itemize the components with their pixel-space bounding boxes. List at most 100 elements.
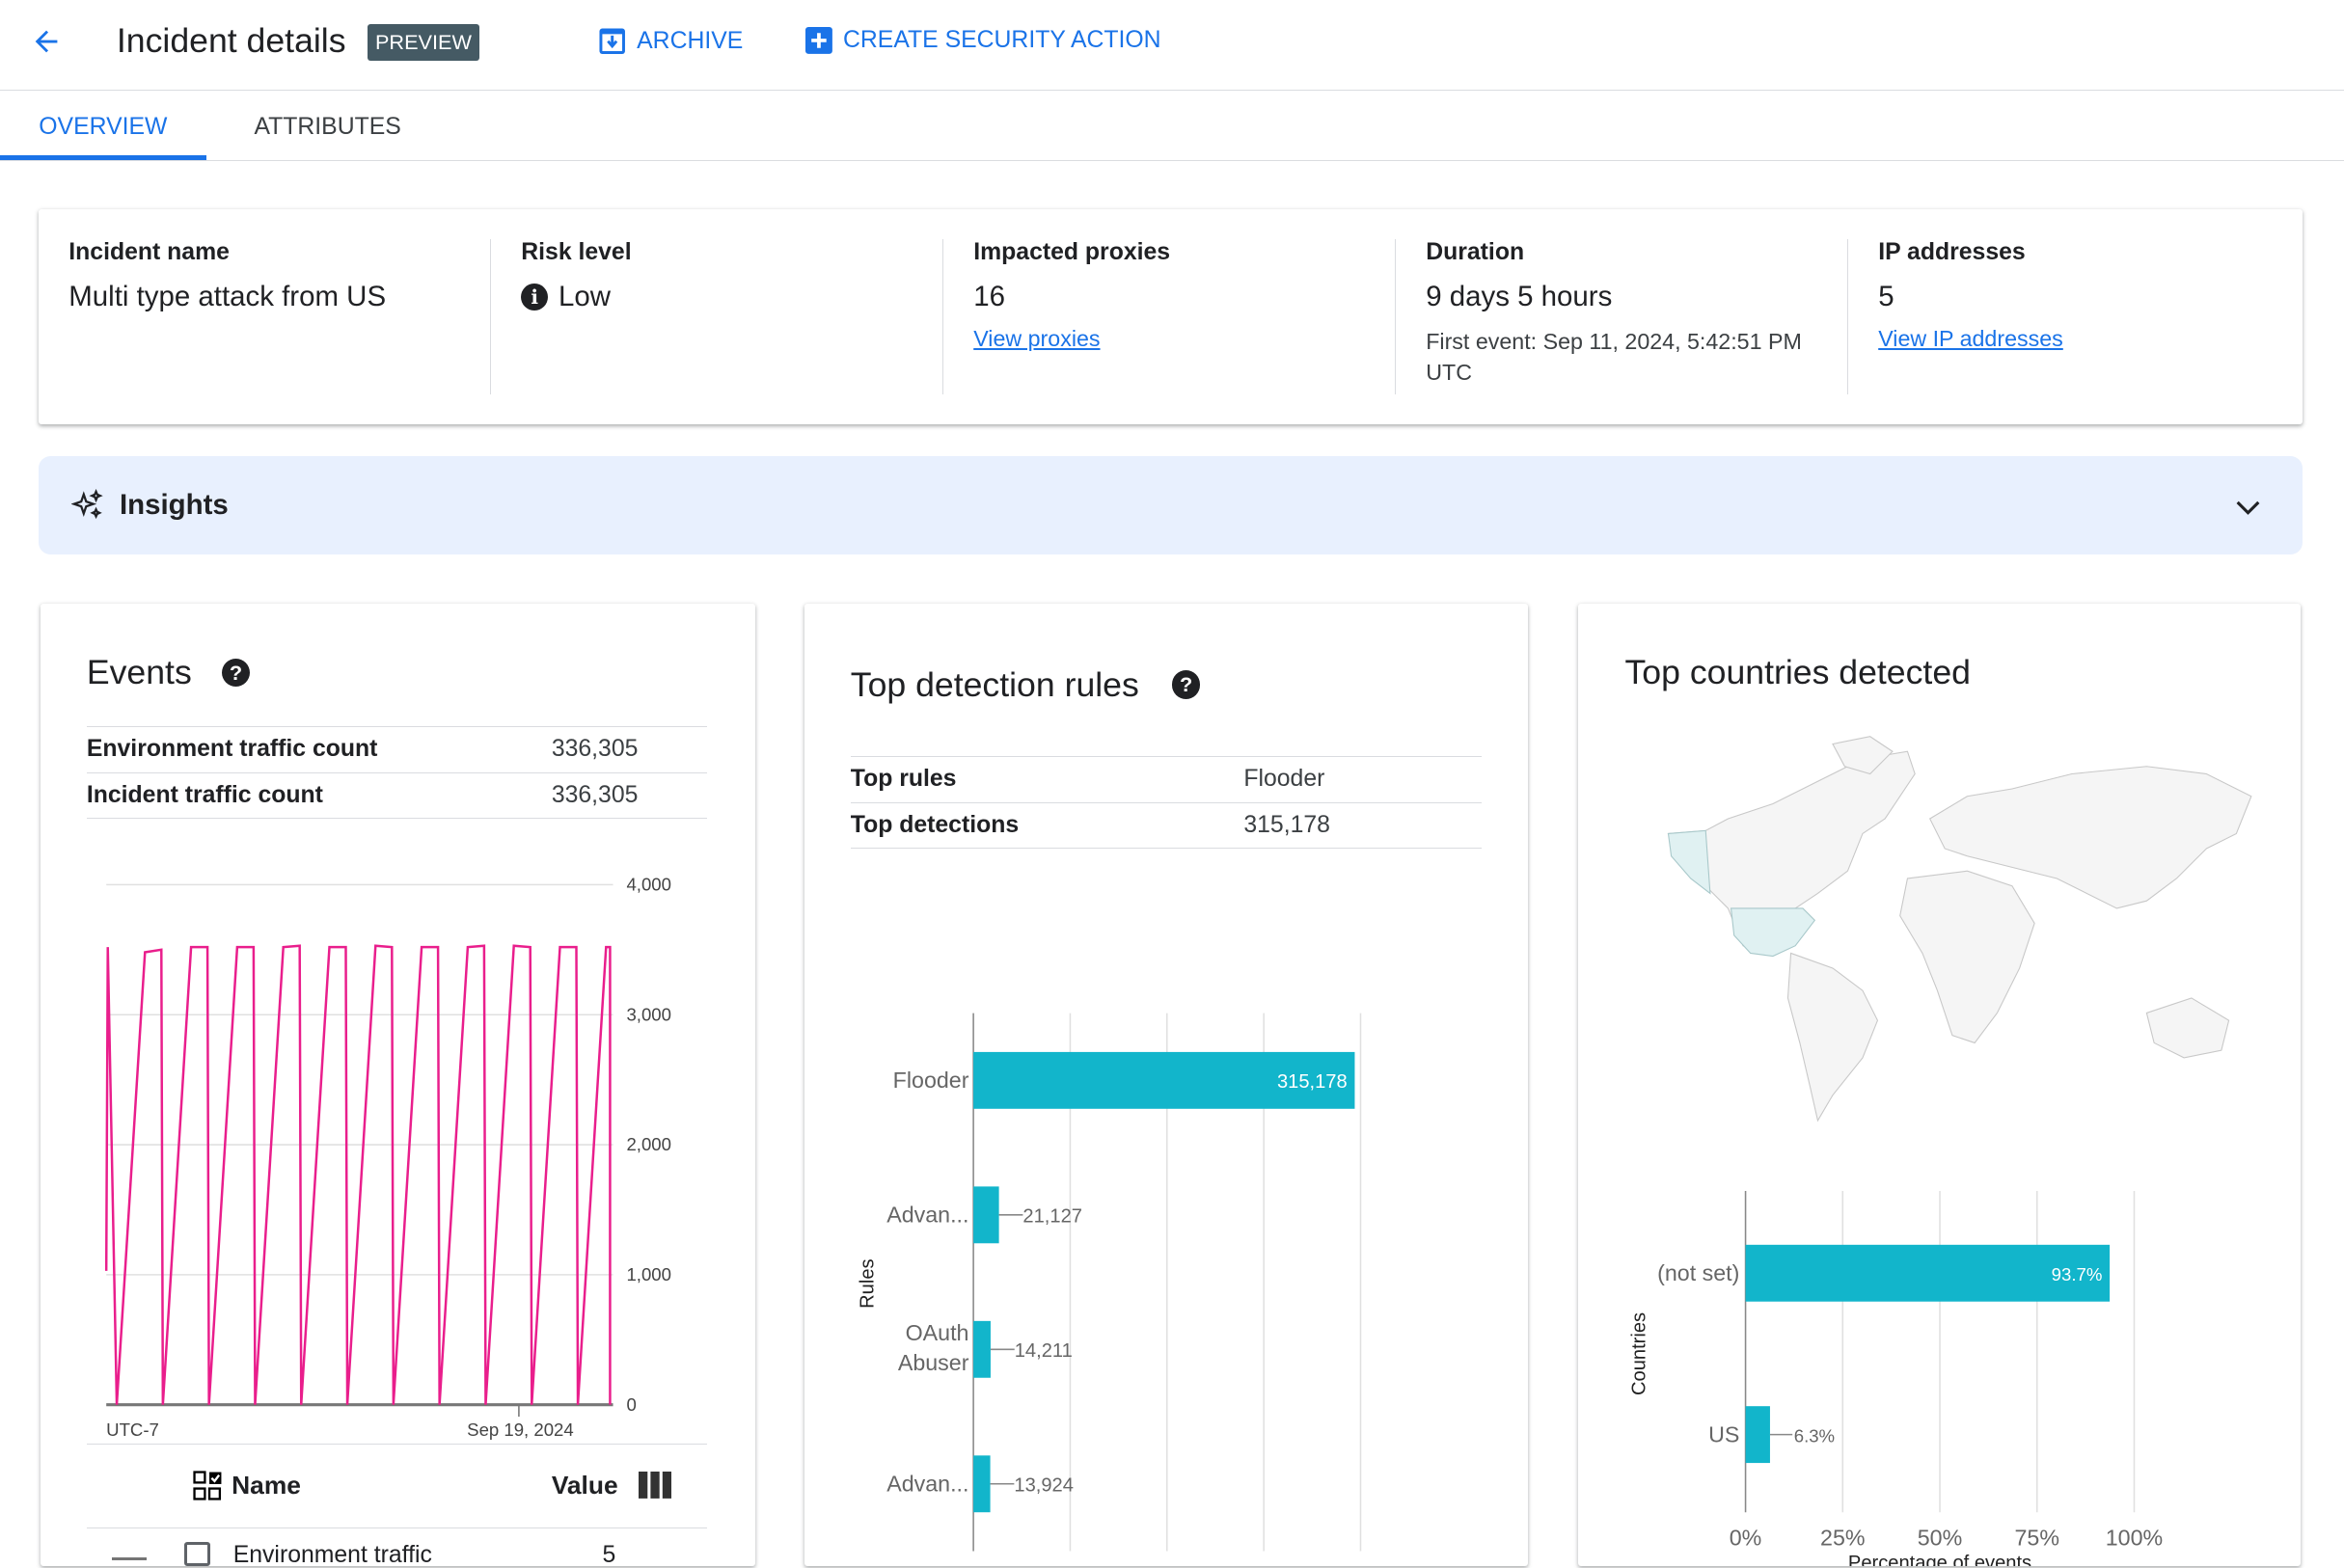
add-box-icon bbox=[805, 26, 833, 54]
risk-level-value: Low bbox=[558, 281, 611, 313]
tab-attributes[interactable]: ATTRIBUTES bbox=[254, 113, 401, 140]
active-tab-indicator bbox=[0, 155, 206, 160]
data-label: 315,178 bbox=[1277, 1071, 1348, 1093]
help-icon[interactable]: ? bbox=[221, 658, 251, 688]
bar bbox=[972, 1455, 991, 1513]
value-header[interactable]: Value bbox=[551, 1470, 618, 1500]
insights-panel[interactable]: Insights bbox=[39, 455, 2303, 554]
rules-header: Top detection rules ? bbox=[851, 665, 1201, 705]
bar bbox=[972, 1051, 1355, 1109]
category-label: Abuser bbox=[898, 1350, 969, 1375]
archive-button[interactable]: ARCHIVE bbox=[598, 27, 743, 55]
alaska-highlight bbox=[1667, 830, 1711, 895]
stat-row: Environment traffic count 336,305 bbox=[86, 727, 707, 773]
incident-name-value: Multi type attack from US bbox=[68, 281, 387, 313]
column-picker-icon[interactable] bbox=[638, 1472, 671, 1500]
y-tick-label: 2,000 bbox=[626, 1134, 670, 1154]
events-card: Events ? Environment traffic count 336,30… bbox=[40, 604, 755, 1568]
stat-label: Environment traffic count bbox=[86, 736, 378, 763]
events-series-line bbox=[104, 944, 612, 1405]
y-tick-label: 3,000 bbox=[626, 1004, 670, 1024]
view-proxies-link[interactable]: View proxies bbox=[973, 325, 1101, 351]
countries-title: Top countries detected bbox=[1624, 653, 1971, 692]
ip-addresses-section: IP addresses 5 View IP addresses bbox=[1847, 238, 2300, 395]
data-label: 6.3% bbox=[1794, 1425, 1835, 1446]
x-tick-label: Sep 19, 2024 bbox=[467, 1419, 574, 1440]
bar bbox=[972, 1320, 991, 1378]
info-icon: i bbox=[521, 284, 549, 311]
duration-value: 9 days 5 hours bbox=[1426, 281, 1613, 313]
incident-name-label: Incident name bbox=[68, 238, 230, 265]
view-ip-addresses-link[interactable]: View IP addresses bbox=[1878, 325, 2063, 351]
top-app-bar: Incident details PREVIEW ARCHIVE CREATE … bbox=[0, 0, 2344, 91]
bar bbox=[972, 1186, 999, 1244]
events-line-chart: 0 1,000 2,000 3,000 4,000 UTC-7 Sep 19, 2024 bbox=[104, 875, 671, 1440]
rules-stats: Top rules Flooder Top detections 315,178 bbox=[850, 756, 1482, 850]
legend-divider bbox=[86, 1444, 707, 1445]
stat-value: 315,178 bbox=[1243, 811, 1330, 838]
first-event-detail: First event: Sep 11, 2024, 5:42:51 PM UT… bbox=[1426, 328, 1802, 386]
stat-value: 336,305 bbox=[551, 736, 639, 763]
category-label: US bbox=[1709, 1421, 1740, 1446]
insights-label: Insights bbox=[119, 488, 229, 521]
category-label: Advan... bbox=[886, 1203, 968, 1228]
x-tick-label: 50% bbox=[1918, 1525, 1963, 1550]
page-title: Incident details bbox=[116, 20, 346, 60]
impacted-proxies-label: Impacted proxies bbox=[973, 238, 1171, 265]
y-tick-label: 0 bbox=[626, 1394, 636, 1415]
ip-addresses-label: IP addresses bbox=[1878, 238, 2026, 265]
impacted-proxies-value: 16 bbox=[973, 281, 1005, 313]
australia bbox=[2145, 997, 2230, 1059]
x-tick-label: 75% bbox=[2015, 1525, 2060, 1550]
stat-label: Top rules bbox=[850, 766, 957, 793]
back-arrow-icon[interactable] bbox=[30, 25, 63, 58]
rules-bar-chart: Rules Flooder 315,178 Advan... 21,127 OAuth Ab… bbox=[857, 1013, 1361, 1552]
stat-row: Top rules Flooder bbox=[850, 757, 1482, 803]
data-label: 21,127 bbox=[1022, 1206, 1082, 1228]
risk-level-label: Risk level bbox=[521, 238, 632, 265]
bar bbox=[1746, 1406, 1771, 1464]
north-america bbox=[1667, 750, 1916, 955]
archive-icon bbox=[599, 28, 625, 54]
create-security-action-label: CREATE SECURITY ACTION bbox=[843, 26, 1161, 53]
risk-level-row: i Low bbox=[521, 281, 942, 313]
name-header: Name bbox=[232, 1470, 301, 1500]
world-map bbox=[1667, 736, 2252, 1122]
x-axis-label: Percentage of events bbox=[1848, 1553, 2031, 1566]
name-column-header[interactable]: Name bbox=[193, 1471, 301, 1500]
top-detection-rules-card: Top detection rules ? Top rules Flooder T… bbox=[804, 604, 1528, 1567]
ip-addresses-value: 5 bbox=[1878, 281, 1894, 313]
category-label: (not set) bbox=[1658, 1260, 1740, 1285]
sparkle-icon bbox=[71, 488, 104, 519]
archive-label: ARCHIVE bbox=[637, 27, 744, 54]
category-label: Flooder bbox=[892, 1068, 968, 1093]
countries-bar-chart: 0% 25% 50% 75% 100% Percentage of events Count… bbox=[1629, 1191, 2164, 1566]
chevron-down-icon[interactable] bbox=[2233, 492, 2263, 522]
events-stats: Environment traffic count 336,305 Inciden… bbox=[86, 726, 707, 820]
risk-level-section: Risk level i Low bbox=[490, 238, 942, 395]
greenland bbox=[1832, 736, 1894, 775]
events-header: Events ? bbox=[87, 653, 251, 692]
duration-section: Duration 9 days 5 hours First event: Sep… bbox=[1395, 238, 1847, 395]
bar bbox=[1746, 1244, 2111, 1302]
eurasia bbox=[1928, 766, 2252, 909]
stat-label: Incident traffic count bbox=[86, 781, 323, 808]
series-checkbox[interactable] bbox=[183, 1542, 211, 1566]
create-security-action-button[interactable]: CREATE SECURITY ACTION bbox=[805, 26, 1161, 54]
top-countries-card: Top countries detected 0% 25% 50% 75% 100% Pe… bbox=[1578, 604, 2301, 1567]
impacted-proxies-section: Impacted proxies 16 View proxies bbox=[942, 238, 1395, 395]
incident-name-section: Incident name Multi type attack from US bbox=[39, 239, 490, 394]
help-icon[interactable]: ? bbox=[1171, 670, 1201, 699]
x-axis-label: UTC-7 bbox=[106, 1419, 159, 1440]
south-america bbox=[1786, 952, 1878, 1122]
series-name: Environment traffic bbox=[232, 1542, 432, 1568]
y-axis-label: Rules bbox=[857, 1258, 878, 1308]
tab-overview[interactable]: OVERVIEW bbox=[39, 113, 168, 140]
data-label: 13,924 bbox=[1014, 1475, 1074, 1497]
y-axis-label: Countries bbox=[1629, 1312, 1650, 1395]
stat-value: 336,305 bbox=[551, 781, 639, 808]
series-value: 5 bbox=[602, 1542, 616, 1568]
series-swatch bbox=[112, 1556, 147, 1560]
tab-bar: OVERVIEW ATTRIBUTES bbox=[0, 92, 2344, 161]
category-label: OAuth bbox=[905, 1320, 968, 1345]
